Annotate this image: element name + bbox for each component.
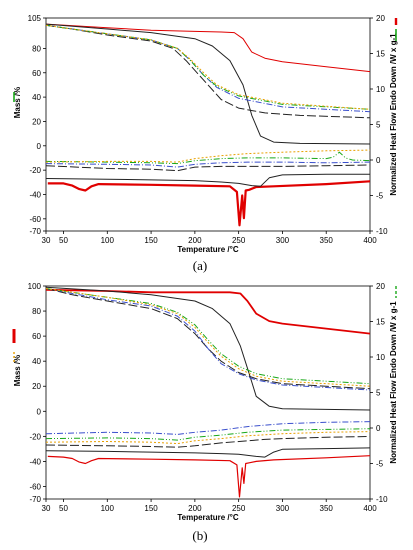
x-tick-label: 50 [59,504,68,513]
y2-tick-label: 0 [376,424,381,433]
y2-tick-label: 5 [376,389,381,398]
heat-flow-curve [47,455,371,498]
x-tick-label: 200 [188,504,202,513]
y-tick-label: -40 [29,457,41,466]
mass-curve [45,288,371,387]
x-tick-label: 250 [232,236,246,245]
y2-tick-label: 10 [376,353,385,362]
mass-curve [45,23,371,73]
x-axis-title: Temperature /°C [177,245,239,254]
y-tick-label: -70 [29,227,41,236]
x-tick-label: 30 [42,504,51,513]
mass-curve [45,288,371,391]
y2-tick-label: 20 [376,14,385,23]
x-tick-label: 100 [101,236,115,245]
y-tick-label: 105 [28,14,42,23]
y-tick-label: -70 [29,495,41,504]
heat-flow-curve [45,173,370,187]
x-tick-label: 100 [101,504,115,513]
y-tick-label: -20 [29,166,41,175]
x-tick-label: 350 [320,504,334,513]
y-tick-label: 20 [32,382,41,391]
y-tick-label: 80 [32,307,41,316]
heat-flow-curve [45,161,371,168]
y-tick-label: 60 [32,332,41,341]
y-tick-label: 100 [28,282,42,291]
y-tick-label: 40 [32,357,41,366]
y-tick-label: -60 [29,482,41,491]
y2-tick-label: -10 [376,227,388,236]
x-tick-label: 300 [276,504,290,513]
heat-flow-curve [45,421,371,435]
y-tick-label: -40 [29,190,41,199]
x-tick-label: 50 [59,236,68,245]
x-tick-label: 30 [42,236,51,245]
y2-tick-label: 15 [376,318,385,327]
y-tick-label: 60 [32,69,41,78]
heat-flow-curve [45,151,371,165]
heat-flow-curve [45,428,371,441]
x-tick-label: 400 [363,236,377,245]
x-tick-label: 300 [276,236,290,245]
y-tick-label: 20 [32,117,41,126]
mass-curve [45,286,371,411]
x-tick-label: 150 [144,236,158,245]
y2-tick-label: 0 [376,156,381,165]
y-tick-label: 0 [37,142,42,151]
x-tick-label: 400 [363,504,377,513]
mass-curve [45,288,371,390]
heat-flow-curve [45,436,371,448]
x-tick-label: 350 [320,236,334,245]
panel-caption: (b) [192,528,207,543]
y-tick-label: -20 [29,432,41,441]
y2-tick-label: 15 [376,50,385,59]
y-tick-label: 40 [32,93,41,102]
heat-flow-curve [47,180,371,227]
y2-tick-label: -10 [376,495,388,504]
y-axis-title: Mass /% [13,355,22,387]
y-axis-title: Mass /% [13,87,22,119]
y-tick-label: 80 [32,44,41,53]
heat-flow-curve [45,447,371,458]
y-tick-label: 0 [37,407,42,416]
mass-curve [45,288,371,335]
heat-flow-curve [45,164,371,172]
panel-b: 30 50 100 150 200 250 300 350 400100806040200-20… [12,282,398,543]
x-axis-title: Temperature /°C [177,513,239,522]
x-tick-label: 250 [232,504,246,513]
y2-tick-label: 10 [376,85,385,94]
mass-curve [45,24,371,110]
panel-caption: (a) [193,258,207,273]
y2-tick-label: -5 [376,460,384,469]
y2-axis-title: Normalized Heat Flow Endo Down /W x g-1 [389,33,398,196]
y-tick-label: -60 [29,215,41,224]
panel-a: 30 50 100 150 200 250 300 350 400105806040200-20… [13,14,398,273]
mass-curve [45,23,371,145]
y2-tick-label: 20 [376,282,385,291]
y2-tick-label: 5 [376,121,381,130]
y2-tick-label: -5 [376,192,384,201]
x-tick-label: 150 [144,504,158,513]
x-tick-label: 200 [188,236,202,245]
y2-axis-title: Normalized Heat Flow Endo Down /W x g-1 [389,301,398,464]
mass-curve [45,24,371,119]
